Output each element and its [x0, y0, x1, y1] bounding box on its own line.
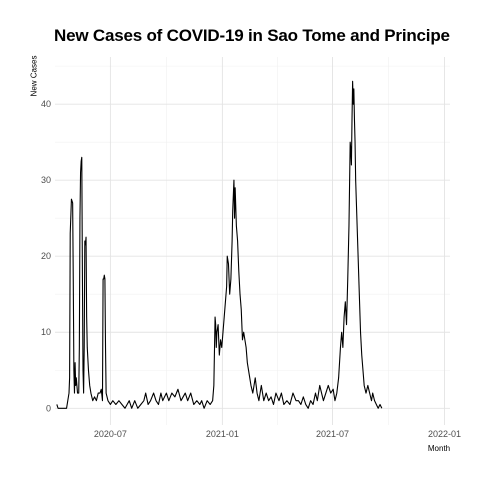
y-tick-label: 10	[41, 327, 51, 337]
x-tick-label: 2021-07	[316, 429, 349, 439]
y-tick-label: 20	[41, 251, 51, 261]
chart-title: New Cases of COVID-19 in Sao Tome and Pr…	[54, 26, 450, 45]
major-gridlines	[55, 57, 450, 425]
y-tick-label: 30	[41, 175, 51, 185]
x-tick-label: 2021-01	[206, 429, 239, 439]
y-tick-label: 40	[41, 99, 51, 109]
x-tick-label: 2022-01	[428, 429, 461, 439]
y-tick-label: 0	[46, 403, 51, 413]
series-layer	[56, 80, 383, 409]
x-axis-label: Month	[427, 444, 451, 453]
y-axis-ticks: 0 10 20 30 40	[41, 99, 51, 413]
x-axis-ticks: 2020-07 2021-01 2021-07 2022-01	[94, 429, 461, 439]
series-line-new-cases	[56, 80, 383, 409]
minor-gridlines	[55, 57, 450, 425]
x-tick-label: 2020-07	[94, 429, 127, 439]
